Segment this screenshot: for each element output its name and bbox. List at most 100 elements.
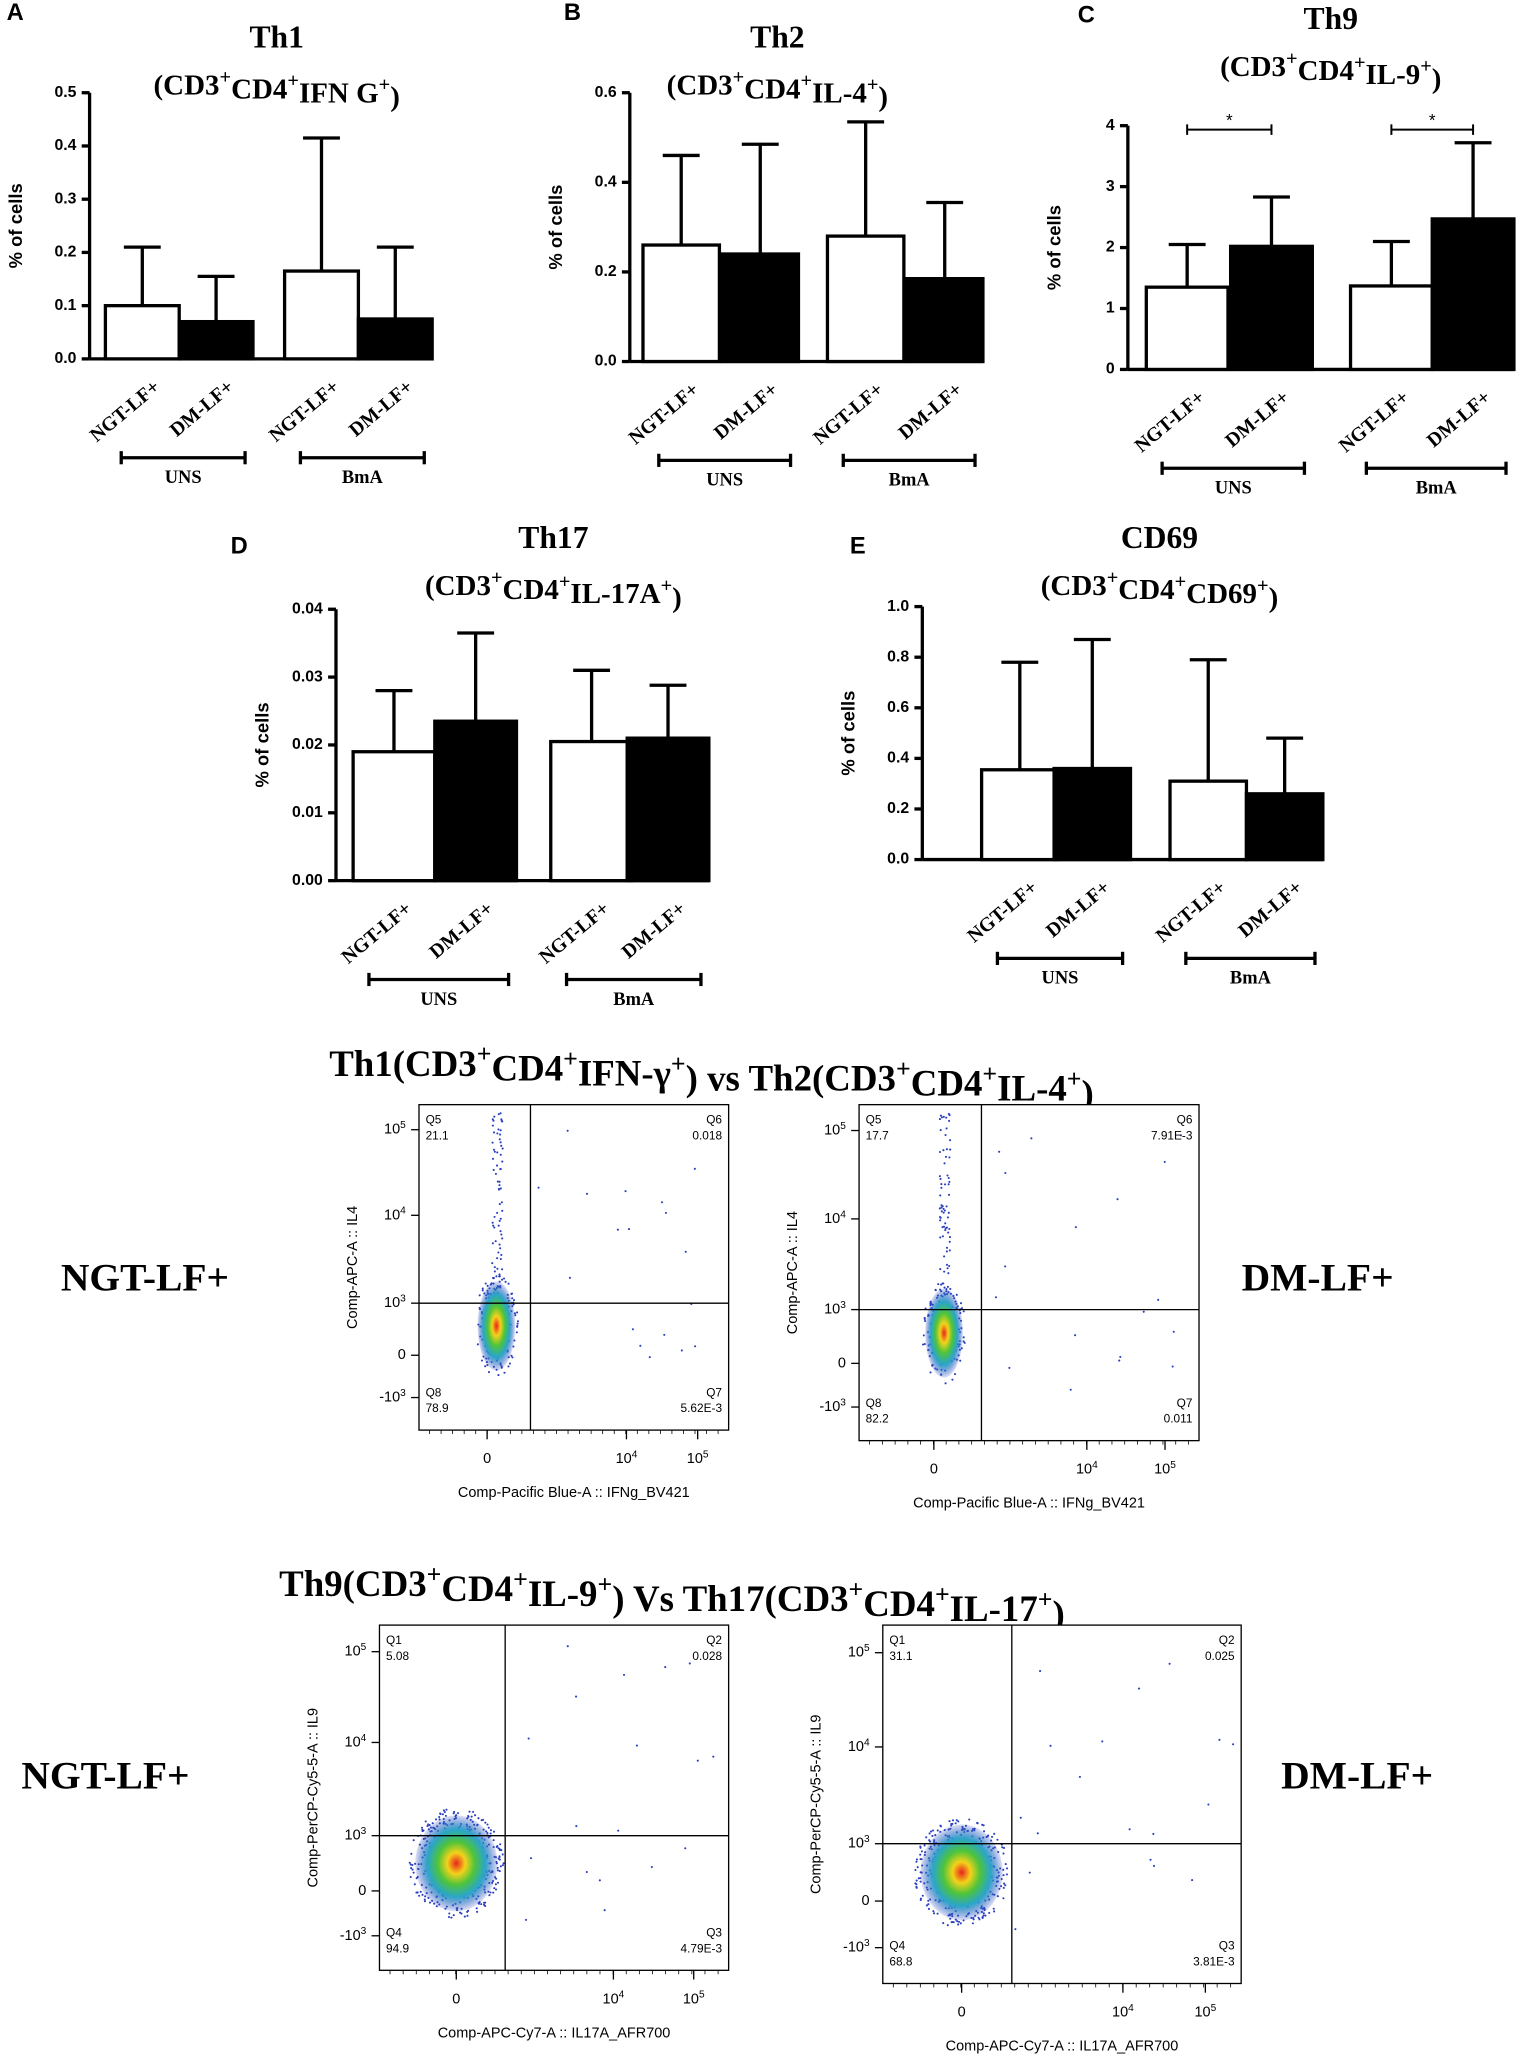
cell-dot [948, 1236, 952, 1239]
cell-dot [998, 1150, 1001, 1153]
y-tick-label-part: 3 [864, 1938, 870, 1949]
plot-frame [858, 1103, 1200, 1442]
quadrant-value: 21.1 [426, 1128, 449, 1142]
y-tick-label-part: 4 [840, 1209, 846, 1220]
y-tick-label: 104 [848, 1737, 870, 1755]
cell-dot [684, 1250, 687, 1253]
cell-dot [501, 1268, 504, 1271]
bar [356, 317, 434, 361]
cell-dot [932, 1910, 935, 1913]
cell-dot [959, 1302, 963, 1305]
x-tick-label-part: 10 [687, 1451, 703, 1467]
bar [177, 319, 255, 361]
cell-dot [568, 1276, 571, 1279]
cell-dot [470, 1815, 473, 1818]
cell-dot [664, 1211, 668, 1214]
cell-dot [1004, 1884, 1007, 1887]
cell-dot [497, 1224, 500, 1227]
group-label: BmA [1416, 478, 1458, 498]
cell-dot [491, 1242, 494, 1245]
cell-dot [409, 1875, 412, 1879]
cell-dot [1004, 1863, 1007, 1866]
cell-dot [413, 1883, 416, 1886]
cell-dot [453, 1810, 456, 1813]
cell-dot [1157, 1298, 1160, 1301]
panel-letter: D [231, 534, 248, 560]
y-tick-label-part: 4 [361, 1733, 367, 1744]
y-tick-label-part: 4 [400, 1205, 406, 1216]
x-tick-label-part: 10 [1154, 1461, 1170, 1477]
cell-dot [1004, 1265, 1007, 1268]
cell-dot [488, 1894, 491, 1897]
chart-subtitle-part: (CD3 [1041, 570, 1107, 602]
cell-dot [497, 1857, 500, 1860]
cell-dot [529, 1857, 533, 1860]
cell-dot [416, 1891, 419, 1894]
quadrant-name: Q2 [706, 1633, 722, 1647]
panel-letter: A [7, 0, 24, 26]
cell-dot [598, 1879, 601, 1882]
bar [103, 304, 181, 361]
cell-dot [944, 1133, 947, 1137]
x-axis-label: Comp-APC-Cy7-A :: IL17A_AFR700 [946, 2039, 1179, 2055]
cell-dot [919, 1898, 922, 1902]
cell-dot [945, 1226, 948, 1229]
chart-subtitle-part: + [801, 70, 813, 92]
group-label: BmA [889, 470, 931, 490]
cell-dot [976, 1821, 979, 1824]
x-tick-label: DM-LF+ [894, 378, 966, 444]
cell-dot [948, 1240, 951, 1243]
chart-subtitle-part: IFN G [299, 77, 379, 109]
cell-dot [497, 1251, 500, 1254]
chart-subtitle-part: + [559, 571, 571, 593]
cell-dot [475, 1907, 478, 1910]
y-axis-label: % of cells [251, 702, 272, 787]
x-tick-label-part: 4 [1092, 1460, 1098, 1471]
cell-dot [408, 1861, 411, 1864]
x-tick-label: DM-LF+ [618, 897, 690, 963]
cell-dot [1002, 1846, 1006, 1850]
cell-dot [499, 1230, 502, 1233]
cell-dot [499, 1141, 502, 1144]
chart-subtitle-part: + [1107, 567, 1119, 589]
y-tick-label-part: 5 [840, 1121, 846, 1132]
cell-dot [915, 1883, 918, 1886]
bar [979, 768, 1060, 862]
section-title-part: IL-9 [528, 1574, 598, 1615]
x-axis-label: Comp-Pacific Blue-A :: IFNg_BV421 [458, 1485, 690, 1501]
y-tick-label: 103 [824, 1300, 846, 1318]
cell-dot [498, 1855, 501, 1858]
cell-dot [443, 1810, 446, 1814]
cell-dot [942, 1922, 945, 1925]
y-tick-label: 104 [384, 1205, 406, 1223]
chart-subtitle-part: CD69 [1186, 578, 1257, 610]
cell-dot [712, 1755, 715, 1758]
cell-dot [501, 1209, 504, 1212]
y-tick-label: 0.01 [292, 804, 323, 821]
cell-dot [493, 1215, 496, 1218]
cell-dot [947, 1193, 951, 1196]
quadrant-value: 31.1 [889, 1649, 912, 1663]
chart-subtitle: (CD3+CD4+CD69+) [1041, 567, 1278, 614]
cell-dot [963, 1341, 966, 1344]
cell-dot [495, 1164, 499, 1167]
cell-dot [984, 1914, 987, 1917]
cell-dot [498, 1180, 501, 1183]
x-tick-label: NGT-LF+ [1131, 386, 1210, 457]
cell-dot [993, 1910, 996, 1913]
cell-dot [486, 1823, 489, 1826]
cell-dot [1049, 1744, 1052, 1747]
cell-dot [1074, 1334, 1077, 1337]
cell-dot [439, 1812, 442, 1816]
section-title-part: + [671, 1049, 686, 1078]
quadrant-value: 4.79E-3 [681, 1941, 723, 1955]
cell-dot [939, 1129, 942, 1132]
cell-dot [957, 1820, 960, 1823]
cell-dot [950, 1921, 953, 1924]
cell-dot [944, 1222, 947, 1225]
y-tick-label: 0.5 [54, 84, 76, 101]
y-tick-label-part: 0 [358, 1883, 366, 1899]
cell-dot [496, 1151, 499, 1154]
y-tick-label-part: 5 [864, 1643, 870, 1654]
cell-dot [501, 1160, 504, 1163]
